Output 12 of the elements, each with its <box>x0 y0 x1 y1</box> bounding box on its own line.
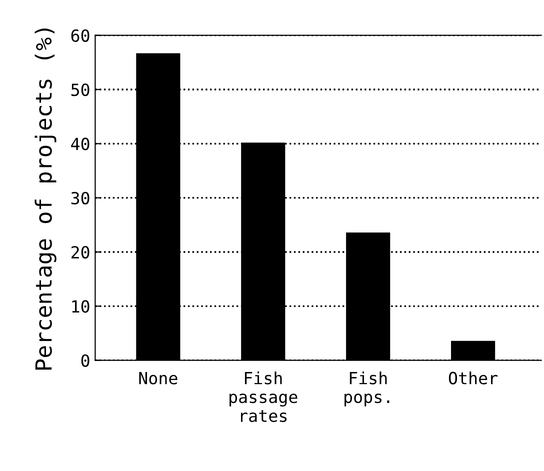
y-tick-label: 50 <box>71 83 90 96</box>
x-tick-label: Fish passage rates <box>230 372 298 422</box>
y-tick-label: 60 <box>71 29 90 42</box>
y-axis-title: Percentage of projects (%) <box>34 28 56 370</box>
y-tick-label: 30 <box>71 192 90 204</box>
x-tick-label: None <box>139 372 178 384</box>
y-tick-label: 0 <box>81 354 90 367</box>
y-tick-label: 40 <box>71 138 90 150</box>
y-tick-label: 10 <box>72 300 90 313</box>
x-tick-label: Fish pops. <box>344 372 390 406</box>
y-tick-label: 20 <box>72 246 90 259</box>
x-tick-label: Other <box>448 372 498 384</box>
